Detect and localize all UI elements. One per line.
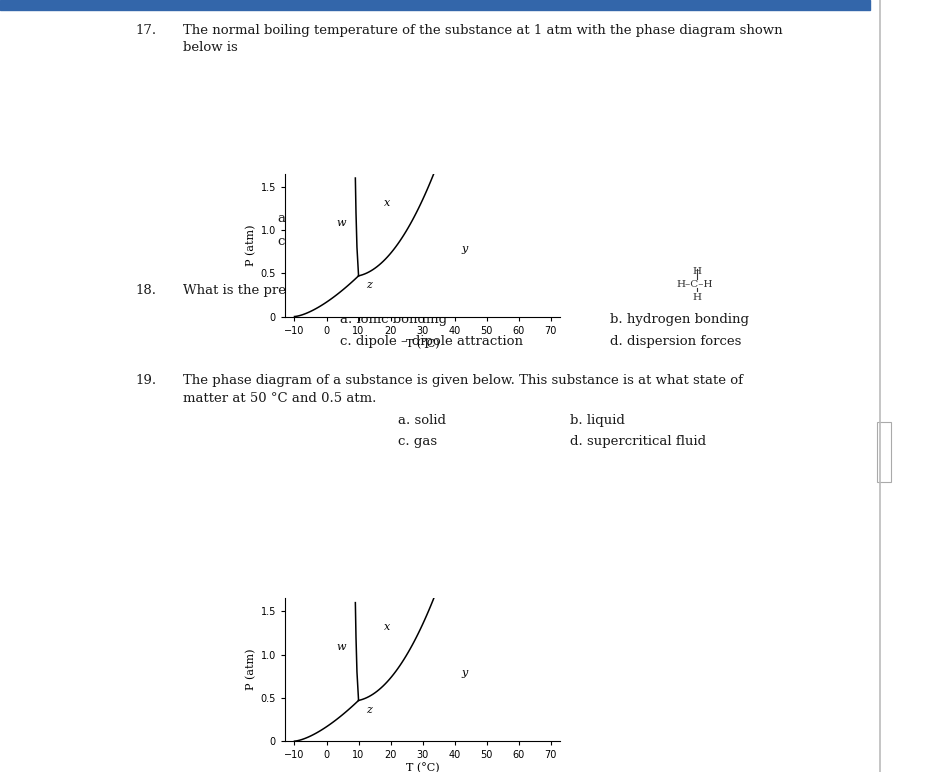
Text: d. supercritical fluid: d. supercritical fluid xyxy=(570,435,706,448)
Text: y: y xyxy=(461,669,467,678)
Text: c. dipole – dipole attraction: c. dipole – dipole attraction xyxy=(340,335,523,348)
Text: b. hydrogen bonding: b. hydrogen bonding xyxy=(610,313,749,326)
X-axis label: T (°C): T (°C) xyxy=(405,338,440,349)
Text: b. 10 °C: b. 10 °C xyxy=(480,212,534,225)
Text: d. dispersion forces: d. dispersion forces xyxy=(610,335,742,348)
Text: a. solid: a. solid xyxy=(398,414,446,427)
Text: H–C–H: H–C–H xyxy=(677,280,714,289)
Text: matter at 50 °C and 0.5 atm.: matter at 50 °C and 0.5 atm. xyxy=(183,392,376,405)
Text: c. 40 °C: c. 40 °C xyxy=(278,235,332,248)
Text: a. ionic bonding: a. ionic bonding xyxy=(340,313,447,326)
Text: The normal boiling temperature of the substance at 1 atm with the phase diagram : The normal boiling temperature of the su… xyxy=(183,24,783,37)
Y-axis label: P (atm): P (atm) xyxy=(246,649,256,690)
Text: z: z xyxy=(366,705,373,715)
Text: z: z xyxy=(366,280,373,290)
Text: b. liquid: b. liquid xyxy=(570,414,625,427)
Text: y: y xyxy=(461,244,467,253)
Text: 18.: 18. xyxy=(135,284,156,297)
X-axis label: T (°C): T (°C) xyxy=(405,763,440,772)
Text: The phase diagram of a substance is given below. This substance is at what state: The phase diagram of a substance is give… xyxy=(183,374,743,387)
Text: 19.: 19. xyxy=(135,374,156,387)
Text: w: w xyxy=(336,218,346,228)
Text: x: x xyxy=(384,622,390,632)
Text: H: H xyxy=(692,267,701,276)
Text: H: H xyxy=(692,293,701,302)
Text: below is: below is xyxy=(183,41,238,54)
Text: c. gas: c. gas xyxy=(398,435,437,448)
Text: What is the predominant intermolecular force in CH₄?: What is the predominant intermolecular f… xyxy=(183,284,546,297)
Text: 17.: 17. xyxy=(135,24,156,37)
Text: a. 0 °C: a. 0 °C xyxy=(278,212,324,225)
Text: w: w xyxy=(336,642,346,652)
Y-axis label: P (atm): P (atm) xyxy=(246,225,256,266)
Text: x: x xyxy=(384,198,390,208)
FancyBboxPatch shape xyxy=(877,422,891,482)
Text: d. 70 °C: d. 70 °C xyxy=(480,235,535,248)
Bar xyxy=(0,0,870,10)
